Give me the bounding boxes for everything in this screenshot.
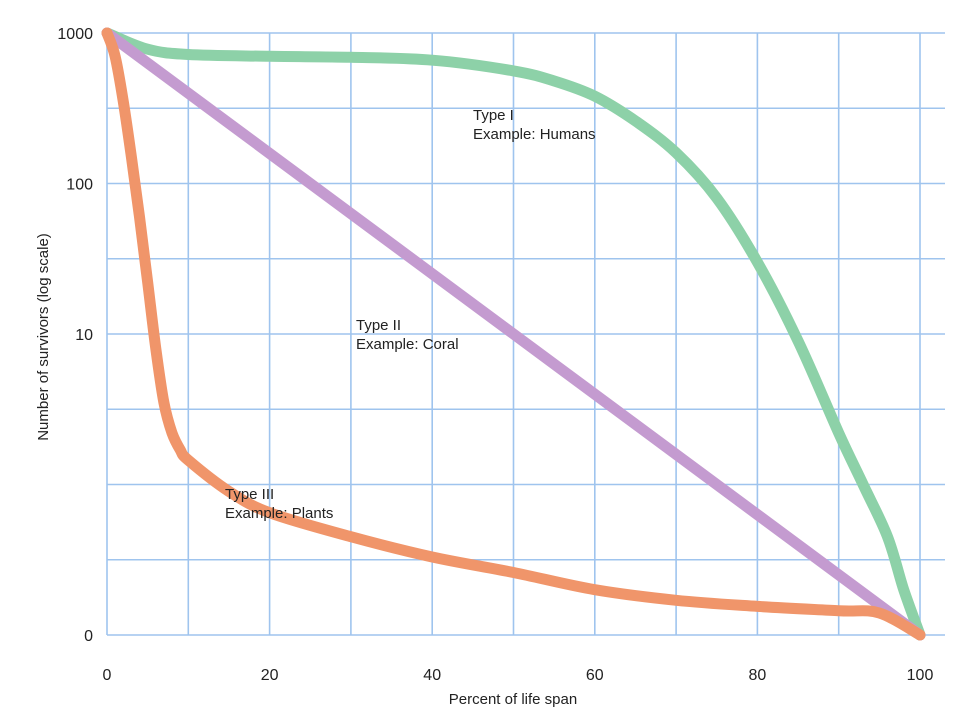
y-tick-label: 0 bbox=[84, 628, 93, 645]
annotation-type-iii-line: Type III bbox=[225, 486, 274, 503]
annotation-type-ii-line: Type II bbox=[356, 317, 401, 334]
x-axis-title: Percent of life span bbox=[449, 691, 577, 708]
annotation-type-iii: Type III Example: Plants bbox=[225, 486, 333, 522]
x-tick-label: 0 bbox=[103, 667, 112, 684]
x-tick-label: 100 bbox=[907, 667, 934, 684]
y-tick-label: 1000 bbox=[57, 26, 93, 43]
annotation-type-i: Type I Example: Humans bbox=[473, 107, 596, 143]
y-tick-label: 100 bbox=[66, 177, 93, 194]
series-line-type-iii bbox=[101, 27, 926, 641]
x-tick-label: 60 bbox=[586, 667, 604, 684]
series-layer bbox=[101, 27, 926, 641]
series-line-type-i bbox=[101, 27, 926, 641]
x-tick-label: 80 bbox=[749, 667, 767, 684]
x-tick-label: 40 bbox=[423, 667, 441, 684]
series-line-type-ii bbox=[101, 27, 926, 641]
y-axis-title: Number of survivors (log scale) bbox=[35, 233, 52, 441]
annotation-type-iii-line: Example: Plants bbox=[225, 505, 333, 522]
annotation-type-ii: Type II Example: Coral bbox=[356, 317, 459, 353]
annotation-type-i-line: Type I bbox=[473, 107, 514, 124]
annotation-type-i-line: Example: Humans bbox=[473, 126, 596, 143]
annotation-type-ii-line: Example: Coral bbox=[356, 336, 459, 353]
x-tick-label: 20 bbox=[261, 667, 279, 684]
y-tick-label: 10 bbox=[75, 327, 93, 344]
curve-annotations: Type I Example: Humans Type II Example: Cor… bbox=[225, 107, 596, 522]
grid bbox=[106, 32, 945, 636]
